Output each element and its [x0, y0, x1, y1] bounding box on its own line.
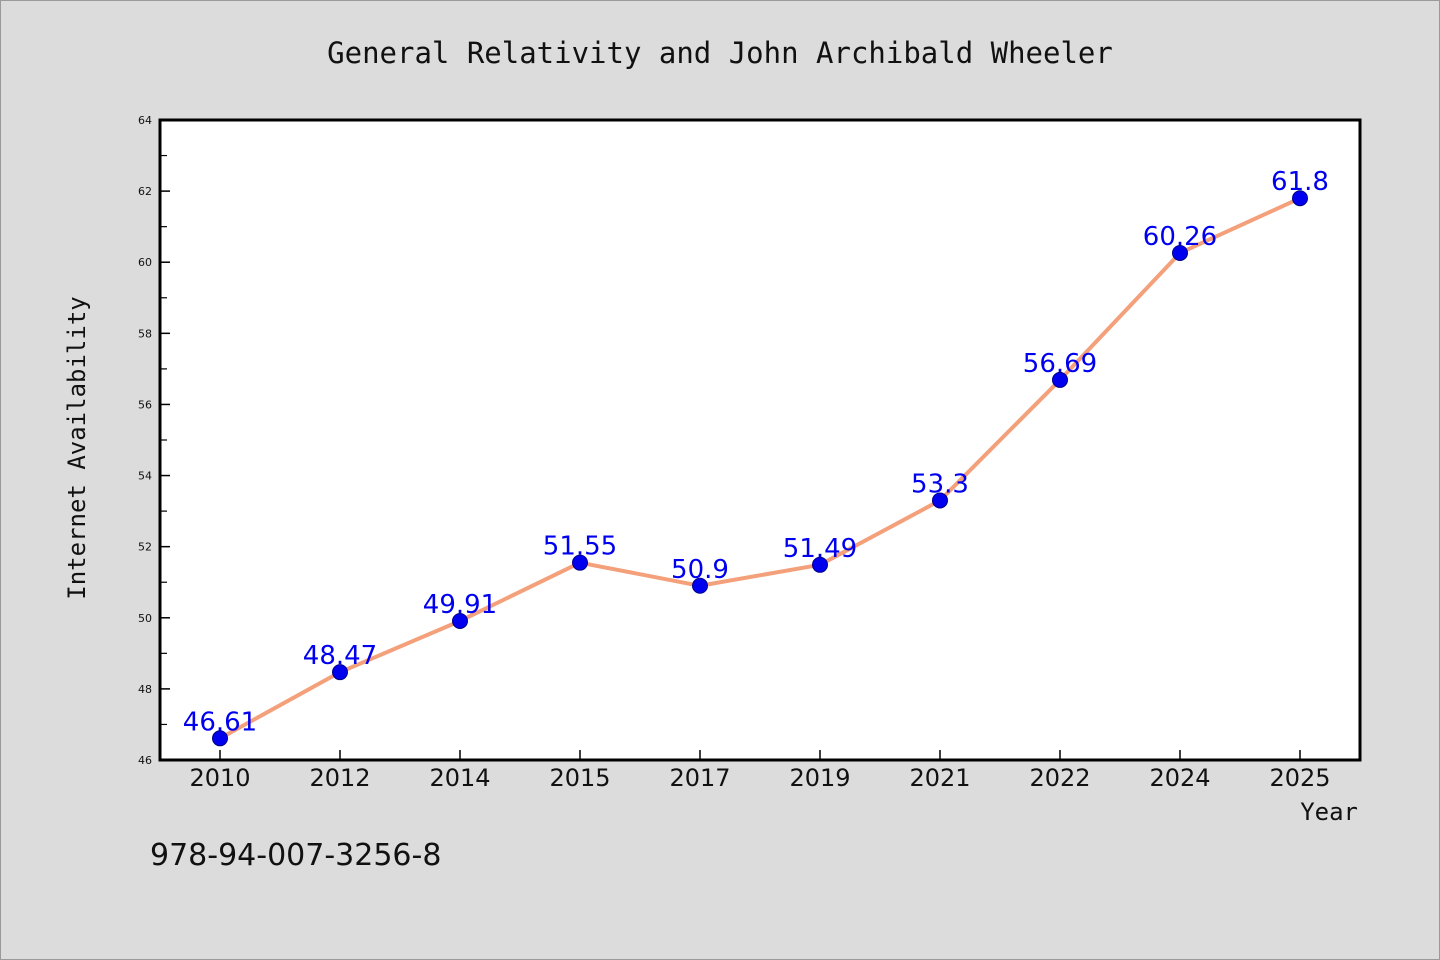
y-tick-label: 64 [138, 114, 152, 127]
x-tick-label: 2025 [1269, 764, 1330, 792]
data-point [452, 612, 468, 629]
data-point [692, 577, 708, 594]
chart-title: General Relativity and John Archibald Wh… [327, 36, 1113, 70]
x-tick-label: 2024 [1149, 764, 1210, 792]
data-label: 51.55 [543, 532, 617, 562]
y-axis: 46 48 50 52 54 56 58 60 62 64 [138, 114, 170, 767]
data-point [812, 556, 828, 573]
y-tick-label: 54 [138, 470, 152, 483]
data-point [1052, 371, 1068, 388]
series-line [218, 196, 1302, 741]
data-point [212, 730, 228, 747]
data-label: 60.26 [1143, 222, 1217, 252]
x-tick-label: 2012 [309, 764, 370, 792]
data-point [932, 492, 948, 509]
x-axis: 2010 2012 2014 2015 2017 2019 2021 2022 2024 2025 [189, 750, 1331, 792]
data-point [1172, 244, 1188, 261]
data-markers [212, 190, 1308, 747]
x-tick-label: 2015 [549, 764, 610, 792]
data-point [1292, 190, 1308, 207]
data-point [572, 554, 588, 571]
data-label: 49.91 [423, 590, 497, 620]
x-tick-label: 2022 [1029, 764, 1090, 792]
y-tick-label: 58 [138, 327, 152, 340]
data-label: 56.69 [1023, 349, 1097, 379]
y-tick-label: 60 [138, 256, 152, 269]
x-tick-label: 2017 [669, 764, 730, 792]
x-tick-label: 2019 [789, 764, 850, 792]
y-tick-label: 56 [138, 398, 152, 411]
y-tick-label: 46 [138, 754, 152, 767]
y-tick-label: 62 [138, 185, 152, 198]
x-tick-label: 2010 [189, 764, 250, 792]
data-label: 46.61 [183, 707, 257, 737]
y-tick-label: 50 [138, 612, 152, 625]
x-axis-label: Year [1300, 798, 1358, 826]
y-tick-label: 48 [138, 683, 152, 696]
data-label: 61.8 [1271, 167, 1329, 197]
data-point [332, 664, 348, 681]
data-labels: 46.61 48.47 49.91 51.55 50.9 51.49 53.3 56.69 60… [183, 167, 1329, 737]
data-label: 48.47 [303, 641, 377, 671]
data-label: 50.9 [671, 555, 729, 585]
x-tick-label: 2014 [429, 764, 490, 792]
data-label: 53.3 [911, 469, 969, 499]
isbn-text: 978-94-007-3256-8 [150, 838, 441, 873]
x-tick-label: 2021 [909, 764, 970, 792]
y-tick-label: 52 [138, 541, 152, 554]
y-axis-label: Internet Availability [63, 296, 91, 599]
plot-area [158, 118, 1362, 762]
data-label: 51.49 [783, 534, 857, 564]
